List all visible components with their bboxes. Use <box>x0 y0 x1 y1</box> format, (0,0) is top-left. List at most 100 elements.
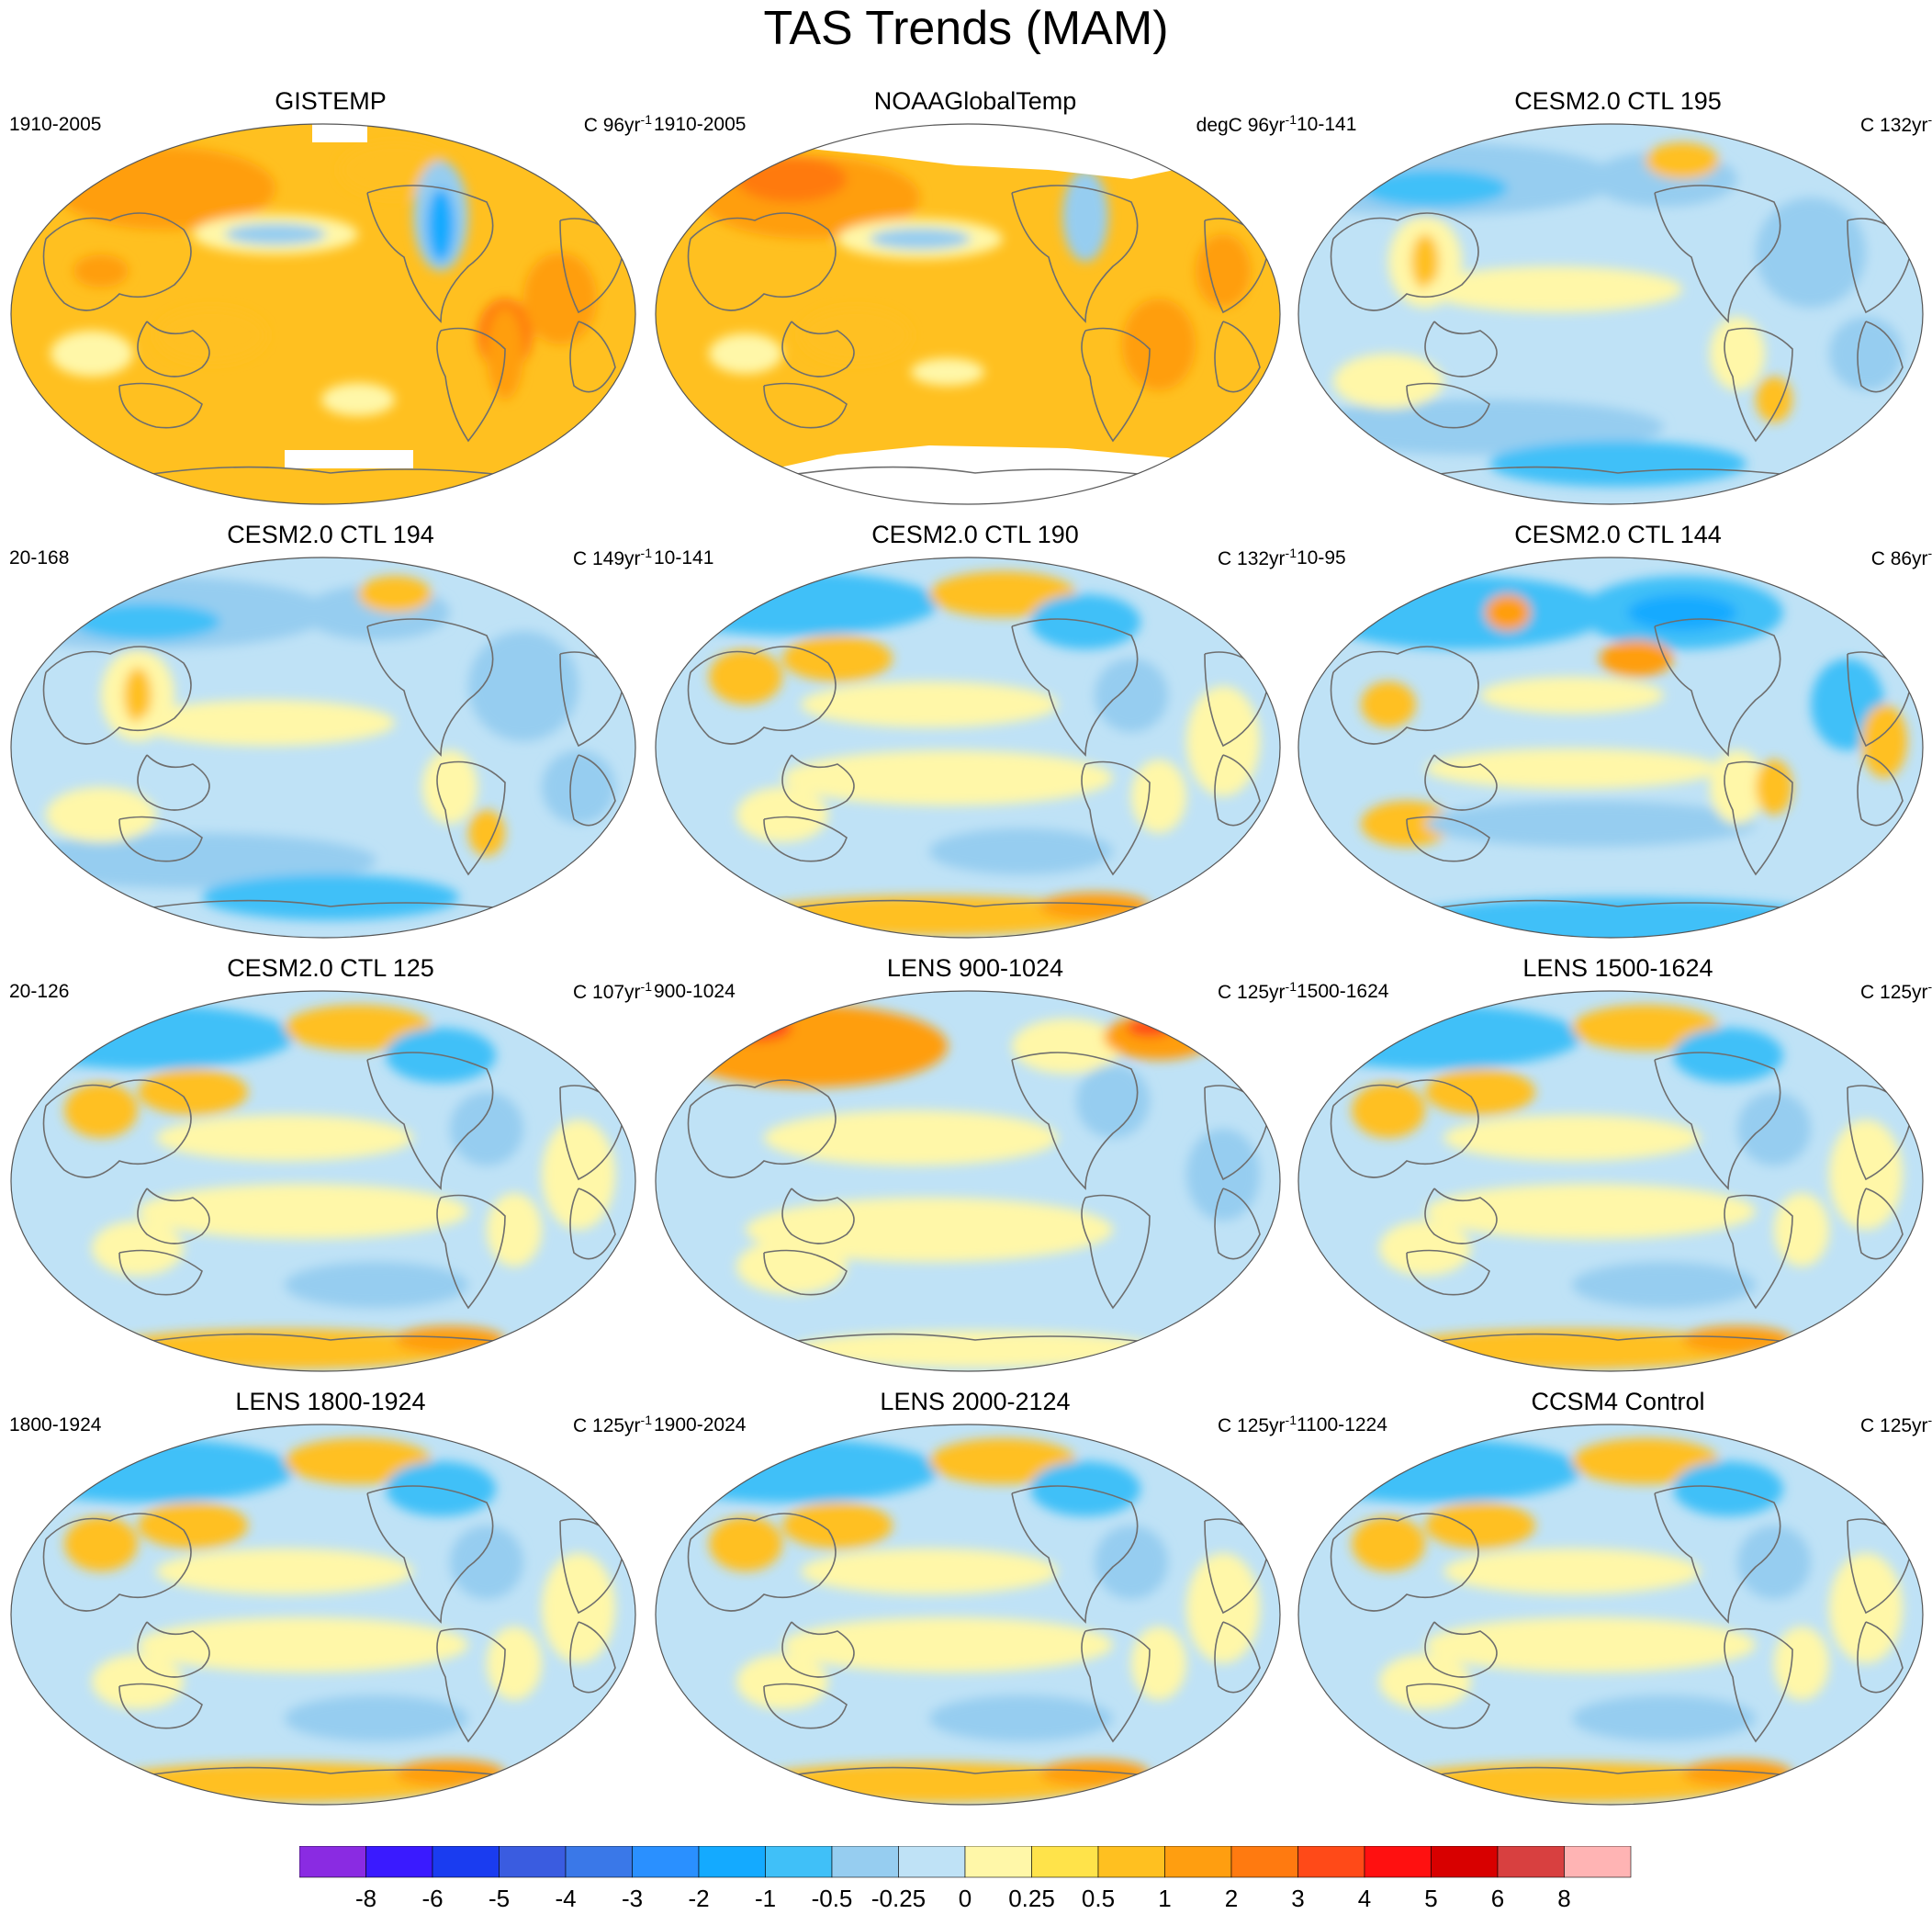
coastline <box>1654 1052 1781 1190</box>
colorbar-swatch <box>365 1846 433 1878</box>
colorbar-tick-label: 3 <box>1291 1885 1304 1910</box>
trend-region <box>1774 1193 1829 1267</box>
robinson-map <box>10 1424 636 1806</box>
coastline <box>569 321 616 393</box>
colorbar: -8 -6 -5 -4 -3 -2 -1 -0.5 -0.25 0 0.25 0.5 1 2 3 4 5 6 8 <box>299 1846 1632 1910</box>
trend-region <box>1861 704 1907 778</box>
trend-region <box>11 1005 294 1069</box>
map-border <box>10 1424 636 1806</box>
trend-region <box>285 1438 432 1484</box>
trend-region <box>1122 298 1196 390</box>
trend-region <box>1379 1221 1471 1276</box>
map-panel: LENS 2000-2124 1900-2024 C 125yr-1 <box>654 1387 1297 1818</box>
trend-region <box>285 1005 432 1051</box>
unit-exponent: -1 <box>1927 979 1932 994</box>
trend-region <box>1774 1627 1829 1700</box>
coastline <box>781 321 855 377</box>
trend-region <box>782 750 1113 805</box>
trend-region <box>782 1503 893 1548</box>
trend-region <box>73 603 220 640</box>
coastline <box>1415 899 1812 912</box>
coastline <box>137 321 210 377</box>
coastline <box>1204 1085 1270 1181</box>
coastline <box>1847 651 1913 748</box>
trend-region <box>929 1438 1076 1484</box>
coastline <box>1330 646 1479 745</box>
trend-region <box>870 228 971 250</box>
trend-region <box>1829 317 1903 390</box>
robinson-map <box>655 557 1281 939</box>
map-border <box>655 1424 1281 1806</box>
trend-region <box>1756 760 1792 815</box>
coastline <box>1406 1249 1490 1296</box>
coastline <box>128 466 524 478</box>
panel-title: NOAAGlobalTemp <box>873 87 1077 115</box>
unit-label: C <box>573 548 593 569</box>
trend-region <box>736 787 828 842</box>
coastline <box>559 218 625 314</box>
trend-region <box>1196 234 1251 308</box>
coastline <box>763 816 848 862</box>
coastline <box>1424 754 1498 811</box>
colorbar-swatch <box>698 1846 766 1878</box>
robinson-map <box>1297 990 1924 1372</box>
panel-units: C 125yr-1 <box>1860 979 1932 1004</box>
map-border <box>1297 557 1924 939</box>
unit-exponent: -1 <box>640 546 652 560</box>
colorbar-tick-label: 8 <box>1557 1885 1570 1910</box>
trend-region <box>911 358 984 386</box>
map-border <box>10 990 636 1372</box>
panel-period: 20-168 <box>9 547 70 569</box>
colorbar-tick-label: -0.5 <box>812 1885 853 1910</box>
years-label: 132yr <box>1237 548 1286 569</box>
trend-region <box>1186 1553 1260 1663</box>
panel-title: CESM2.0 CTL 190 <box>871 521 1079 548</box>
robinson-map <box>655 990 1281 1372</box>
map-panel: CESM2.0 CTL 125 20-126 C 107yr-1 <box>9 953 652 1385</box>
coastline <box>1424 1188 1498 1244</box>
panel-units: C 125yr-1 <box>1860 1413 1932 1437</box>
years-label: 96yr <box>602 115 641 136</box>
coastline <box>366 618 494 757</box>
trend-region <box>51 331 133 377</box>
coastline <box>569 754 616 827</box>
colorbar-tick-label: -8 <box>355 1885 376 1910</box>
coastline <box>1011 1485 1139 1624</box>
trend-region <box>92 1221 184 1276</box>
trend-region <box>1361 681 1416 727</box>
colorbar-tick-label: 6 <box>1491 1885 1504 1910</box>
map-border <box>655 557 1281 939</box>
trend-region <box>1829 1120 1903 1230</box>
colorbar-swatch <box>1297 1846 1365 1878</box>
coastline <box>42 1513 192 1612</box>
colorbar-swatch <box>1364 1846 1432 1878</box>
trend-region <box>929 1695 1113 1741</box>
coastline <box>366 185 494 323</box>
missing-data <box>285 450 413 468</box>
coastline <box>366 1485 494 1624</box>
trend-region <box>156 1548 413 1594</box>
unit-label: C <box>1218 982 1238 1003</box>
trend-region <box>1489 441 1747 487</box>
panel-title: CESM2.0 CTL 194 <box>227 521 434 548</box>
coastline <box>569 1188 616 1260</box>
colorbar-tick-label: 5 <box>1424 1885 1437 1910</box>
trend-region <box>656 1438 938 1503</box>
trend-region <box>1425 1069 1535 1115</box>
trend-region <box>656 571 938 636</box>
colorbar-swatch <box>565 1846 633 1878</box>
panel-title: LENS 1800-1924 <box>235 1388 426 1415</box>
colorbar-tick-label: -0.25 <box>871 1885 926 1910</box>
trend-region <box>1756 197 1866 308</box>
panel-units: C 107yr-1 <box>573 979 652 1004</box>
trend-region <box>1572 1695 1756 1741</box>
trend-region <box>542 750 615 824</box>
unit-label: C <box>1870 548 1891 569</box>
panel-period: 1900-2024 <box>654 1414 747 1436</box>
coastline <box>137 1621 210 1678</box>
map-border <box>1297 123 1924 505</box>
colorbar-tick-label: 1 <box>1158 1885 1171 1910</box>
unit-exponent: -1 <box>640 112 652 127</box>
trend-region <box>468 631 578 741</box>
map-panel: GISTEMP 1910-2005 C 96yr-1 <box>9 86 652 518</box>
